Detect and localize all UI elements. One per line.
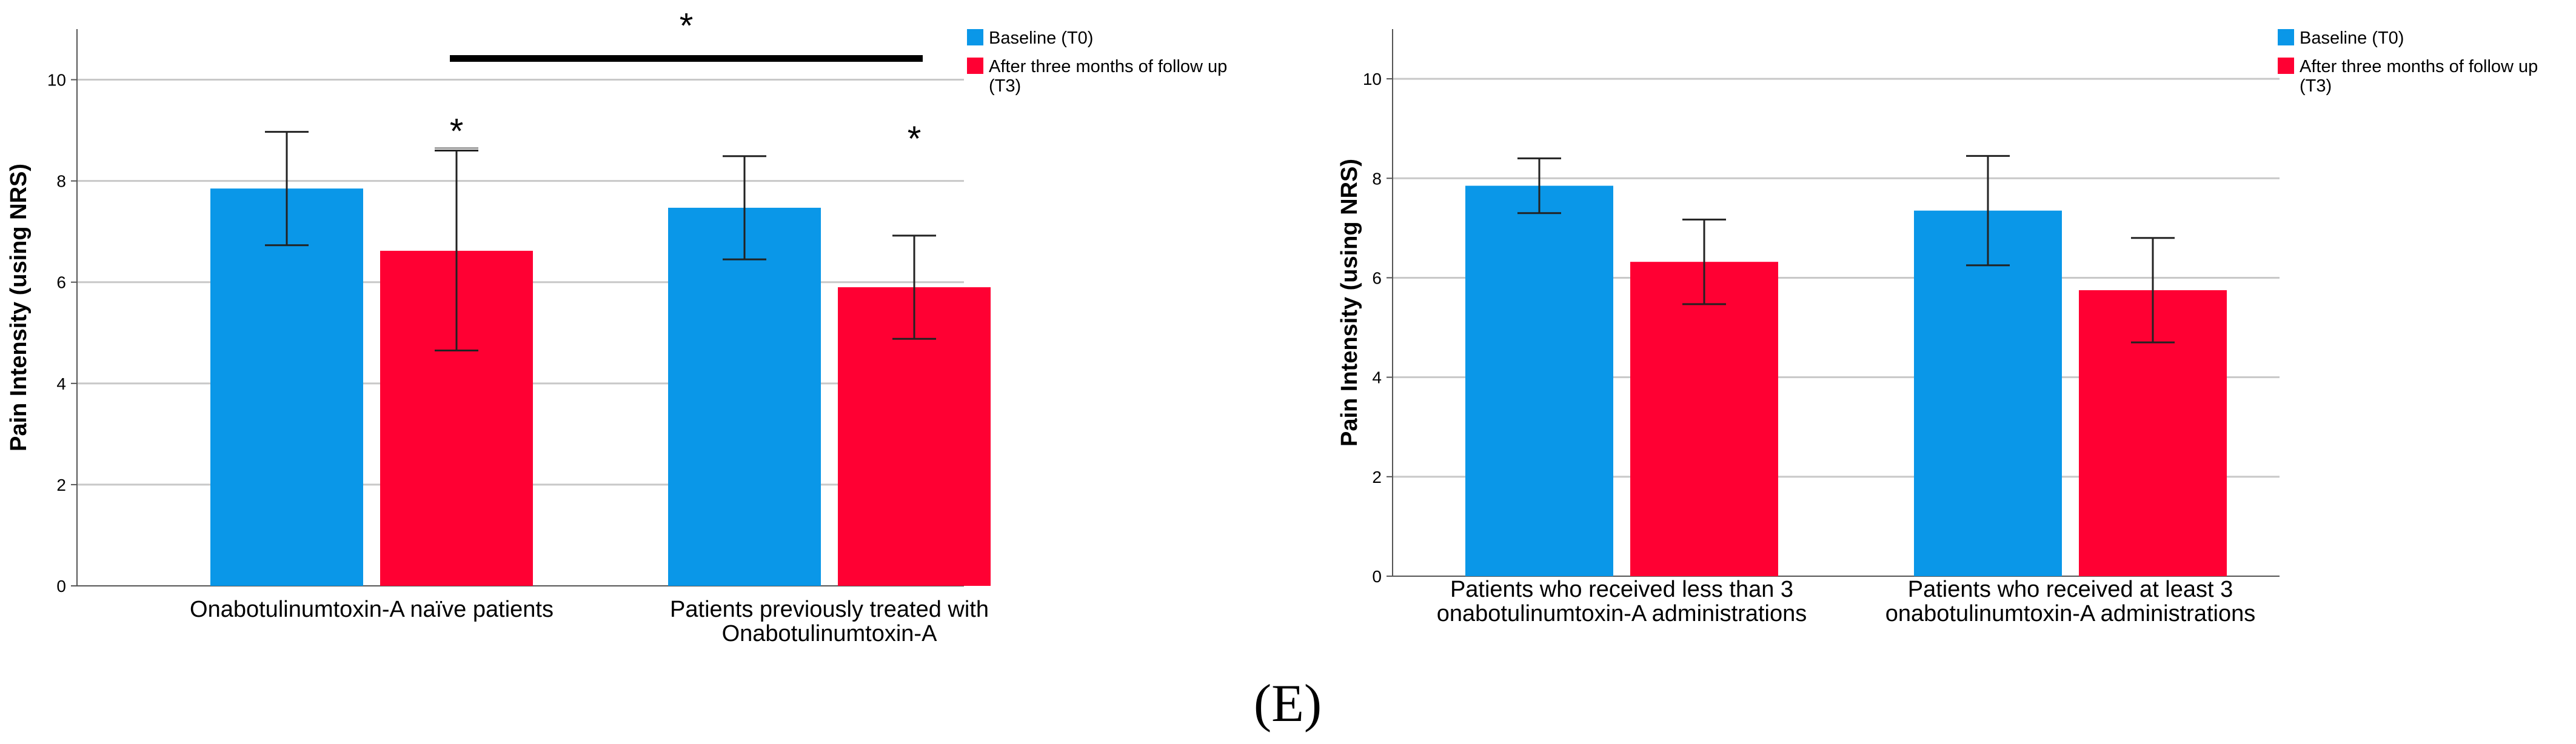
legend-swatch [967,29,983,45]
x-category-label: onabotulinumtoxin-A administrations [1437,601,1807,626]
y-tick-label: 2 [1372,468,1382,487]
y-tick-label: 2 [56,476,66,494]
legend-swatch [2278,58,2294,74]
y-tick-label: 4 [56,374,66,393]
y-tick-label: 6 [56,273,66,292]
legend-label: After three months of follow up [989,57,1227,76]
bar [1465,185,1613,576]
legend-label: Baseline (T0) [989,28,1093,48]
significance-marker: * [450,111,464,151]
legend-label: (T3) [2300,76,2332,96]
bar [668,207,821,586]
legend-swatch [967,58,983,74]
significance-marker: * [908,119,922,159]
y-tick-label: 8 [56,172,66,191]
legend-label: Baseline (T0) [2300,28,2404,48]
chart-right: 0 2 4 6 8 10 Pain Intensity (using NRS) Patient… [1337,28,2538,626]
x-category-label: Patients who received less than 3 [1450,577,1793,602]
figure-panel-label: (E) [1254,674,1322,733]
legend-label: (T3) [989,76,1021,96]
x-category-label: Patients previously treated with [670,597,989,622]
chart-left: 0 2 4 6 8 10 Pain Intensity (using NRS) Onabotu… [6,6,1227,646]
y-tick-label: 6 [1372,268,1382,287]
y-tick-label: 8 [1372,169,1382,188]
x-category-label: Onabotulinumtoxin-A [722,621,938,646]
y-tick-label: 0 [56,577,66,596]
y-tick-label: 10 [47,71,66,90]
bar [210,188,363,586]
y-tick-label: 4 [1372,368,1382,387]
y-tick-label: 10 [1363,70,1382,88]
y-axis-title: Pain Intensity (using NRS) [1337,159,1362,447]
bar [1914,210,2062,576]
x-category-label: Patients who received at least 3 [1908,577,2233,602]
bar [1630,262,1778,577]
y-tick-label: 0 [1372,567,1382,586]
x-category-label: Onabotulinumtoxin-A naïve patients [190,597,554,622]
x-category-label: onabotulinumtoxin-A administrations [1885,601,2255,626]
legend-label: After three months of follow up [2300,57,2538,76]
significance-marker: * [680,6,694,45]
y-axis-title: Pain Intensity (using NRS) [6,164,32,451]
legend-swatch [2278,29,2294,45]
